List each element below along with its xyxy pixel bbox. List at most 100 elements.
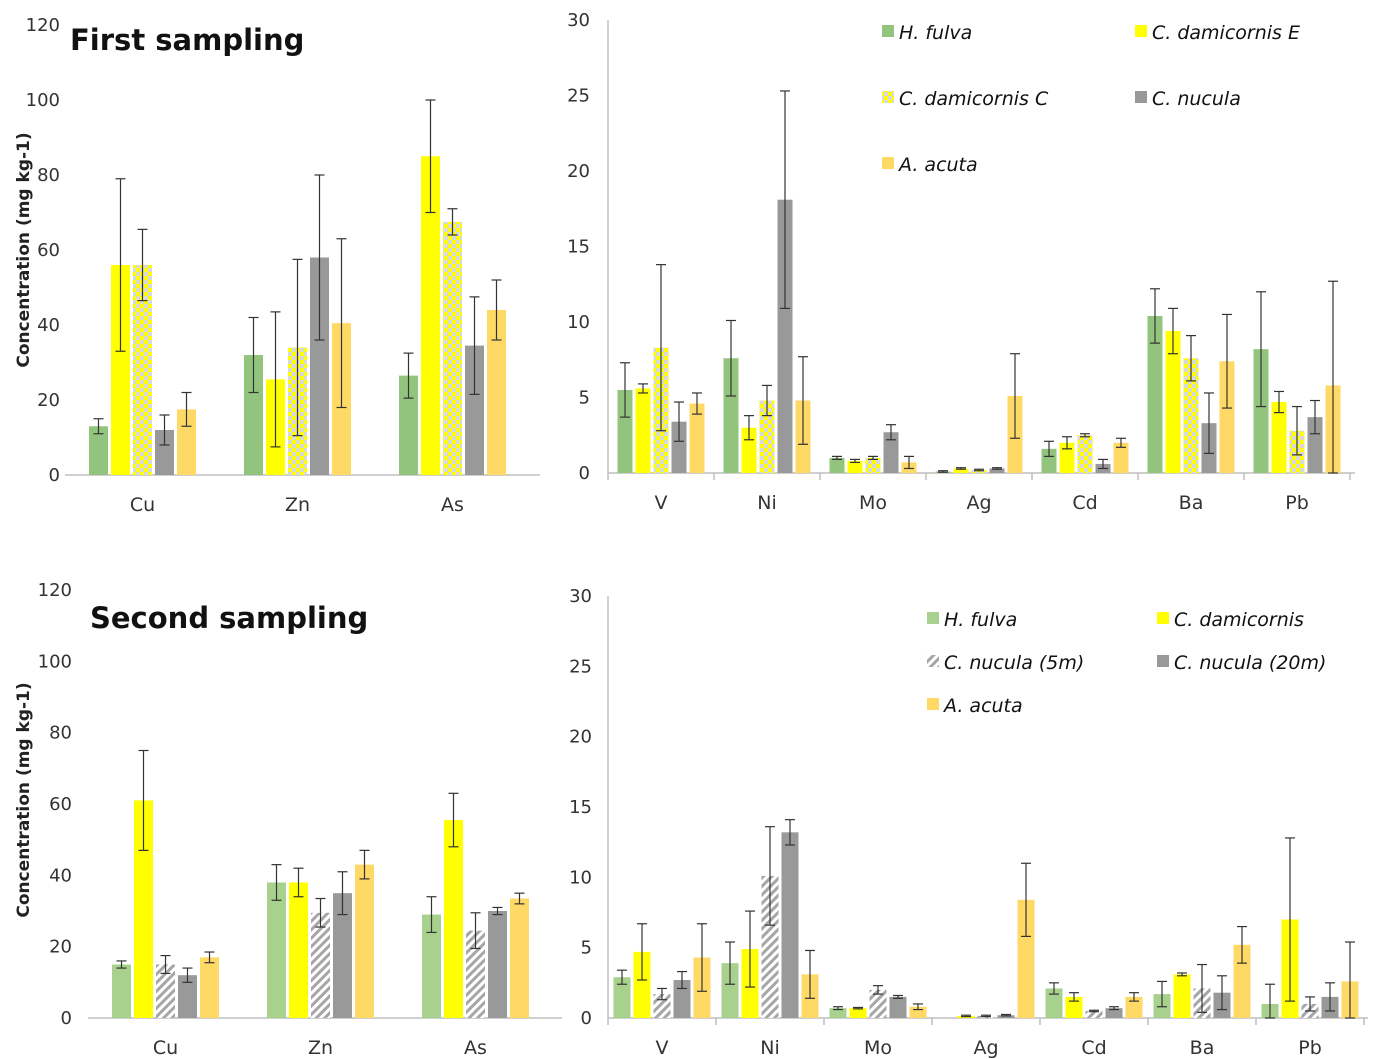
bar-h-fulva-zn bbox=[267, 882, 286, 1018]
y-tick-label: 80 bbox=[49, 723, 72, 744]
bar-a-acuta-mo bbox=[909, 1006, 927, 1018]
bar-c-damicornis-e-ni bbox=[741, 427, 757, 473]
y-tick-label: 0 bbox=[579, 463, 590, 484]
x-tick-label: Pb bbox=[1298, 1037, 1322, 1059]
y-tick-label: 120 bbox=[38, 580, 72, 601]
bar-c-nucula-20m--cd bbox=[1105, 1008, 1123, 1018]
bar-c-nucula-5m--ni bbox=[761, 875, 779, 1018]
y-tick-label: 10 bbox=[567, 312, 590, 333]
legend-swatch bbox=[927, 612, 939, 624]
bar-c-damicornis-e-v bbox=[635, 388, 651, 473]
x-tick-label: Cd bbox=[1081, 1037, 1106, 1059]
x-tick-label: Zn bbox=[308, 1037, 333, 1059]
bar-h-fulva-ba bbox=[1147, 315, 1163, 473]
x-tick-label: Ag bbox=[966, 492, 991, 514]
bar-c-nucula-20m--cu bbox=[178, 975, 197, 1018]
bar-c-damicornis-e-ag bbox=[953, 468, 969, 473]
x-tick-label: As bbox=[441, 494, 464, 516]
bar-h-fulva-cd bbox=[1041, 448, 1057, 473]
bar-c-nucula-20m--v bbox=[673, 980, 691, 1018]
bar-c-damicornis-c-mo bbox=[865, 457, 881, 473]
legend: H. fulva C. damicornis C. nucula (5m) C. nu… bbox=[927, 609, 1326, 717]
x-tick-label: V bbox=[656, 1037, 669, 1059]
x-tick-label: V bbox=[655, 492, 668, 514]
y-tick-label: 20 bbox=[567, 161, 590, 182]
y-tick-label: 15 bbox=[569, 797, 592, 818]
x-tick-label: Zn bbox=[285, 494, 310, 516]
bar-h-fulva-v bbox=[617, 389, 633, 473]
bar-c-damicornis-c-ba bbox=[1183, 358, 1199, 473]
legend-swatch bbox=[927, 698, 939, 710]
y-tick-label: 80 bbox=[37, 165, 60, 186]
legend-swatch bbox=[882, 157, 894, 169]
bar-c-damicornis-e-mo bbox=[847, 460, 863, 473]
bar-h-fulva-mo bbox=[829, 457, 845, 473]
bar-c-damicornis-ba bbox=[1173, 974, 1191, 1018]
bar-c-damicornis-cd bbox=[1065, 996, 1083, 1018]
legend-swatch bbox=[882, 91, 894, 103]
bar-a-acuta-v bbox=[689, 403, 705, 473]
bar-c-nucula-mo bbox=[883, 432, 899, 473]
chart-panel-3: 0 20 40 60 80 100 120 Second sampling Concentrat… bbox=[14, 580, 562, 1059]
y-tick-label: 25 bbox=[567, 86, 590, 107]
y-tick-label: 0 bbox=[581, 1008, 592, 1029]
y-axis-title: Concentration (mg kg-1) bbox=[14, 682, 34, 917]
bar-c-nucula-pb bbox=[1307, 417, 1323, 473]
bar-h-fulva-as bbox=[399, 375, 418, 475]
y-tick-label: 0 bbox=[61, 1008, 72, 1029]
bar-c-nucula-20m--ni bbox=[781, 832, 799, 1018]
legend-label: C. nucula bbox=[1152, 88, 1241, 110]
bar-c-damicornis-v bbox=[633, 951, 651, 1018]
y-tick-label: 60 bbox=[37, 240, 60, 261]
legend-swatch bbox=[1157, 655, 1169, 667]
y-tick-label: 40 bbox=[49, 865, 72, 886]
legend-label: C. damicornis bbox=[1174, 609, 1304, 631]
x-tick-label: Ba bbox=[1190, 1037, 1215, 1059]
bar-a-acuta-cd bbox=[1125, 996, 1143, 1018]
x-tick-label: Ag bbox=[973, 1037, 998, 1059]
bar-c-damicornis-e-pb bbox=[1271, 402, 1287, 473]
y-tick-label: 60 bbox=[49, 794, 72, 815]
chart-panel-4: 0 5 10 15 20 25 30 V Ni Mo Ag Cd Ba Pb H. fulva C. dami… bbox=[569, 586, 1368, 1059]
y-axis-title: Concentration (mg kg-1) bbox=[14, 132, 34, 367]
bar-c-nucula-5m--mo bbox=[869, 989, 887, 1018]
bar-c-nucula-20m--zn bbox=[333, 893, 352, 1018]
legend-swatch bbox=[1157, 612, 1169, 624]
x-tick-label: As bbox=[464, 1037, 487, 1059]
y-tick-label: 0 bbox=[49, 465, 60, 486]
bar-c-nucula-20m--mo bbox=[889, 996, 907, 1018]
y-tick-label: 5 bbox=[579, 388, 590, 409]
bar-h-fulva-cu bbox=[89, 426, 108, 475]
y-tick-label: 5 bbox=[581, 938, 592, 959]
x-tick-label: Cu bbox=[130, 494, 155, 516]
bar-c-damicornis-c-ni bbox=[759, 400, 775, 473]
bar-c-nucula-20m--as bbox=[488, 911, 507, 1018]
bar-h-fulva-pb bbox=[1253, 349, 1269, 473]
bar-c-damicornis-c-ag bbox=[971, 469, 987, 473]
bar-c-nucula-v bbox=[671, 421, 687, 473]
legend-label: H. fulva bbox=[899, 22, 972, 44]
legend-label: C. nucula (20m) bbox=[1174, 652, 1326, 674]
bar-c-damicornis-zn bbox=[289, 882, 308, 1018]
bar-c-nucula-20m--ag bbox=[997, 1015, 1015, 1018]
bar-c-nucula-5m--as bbox=[466, 930, 485, 1018]
bar-h-fulva-zn bbox=[244, 355, 263, 475]
legend-swatch bbox=[927, 655, 939, 667]
bar-h-fulva-as bbox=[422, 914, 441, 1018]
bar-c-damicornis-c-cu bbox=[133, 265, 152, 475]
bar-c-nucula-5m--zn bbox=[311, 912, 330, 1018]
y-tick-label: 100 bbox=[26, 90, 60, 111]
y-tick-label: 20 bbox=[569, 727, 592, 748]
legend-label: A. acuta bbox=[942, 695, 1023, 717]
legend-label: C. nucula (5m) bbox=[944, 652, 1084, 674]
x-tick-label: Cd bbox=[1072, 492, 1097, 514]
y-tick-label: 30 bbox=[569, 586, 592, 607]
y-tick-label: 40 bbox=[37, 315, 60, 336]
panel-title: First sampling bbox=[70, 23, 304, 57]
y-tick-label: 100 bbox=[38, 651, 72, 672]
x-tick-label: Cu bbox=[153, 1037, 178, 1059]
panel-title: Second sampling bbox=[90, 601, 368, 635]
x-tick-label: Mo bbox=[859, 492, 887, 514]
bar-a-acuta-zn bbox=[355, 864, 374, 1018]
y-tick-label: 15 bbox=[567, 237, 590, 258]
